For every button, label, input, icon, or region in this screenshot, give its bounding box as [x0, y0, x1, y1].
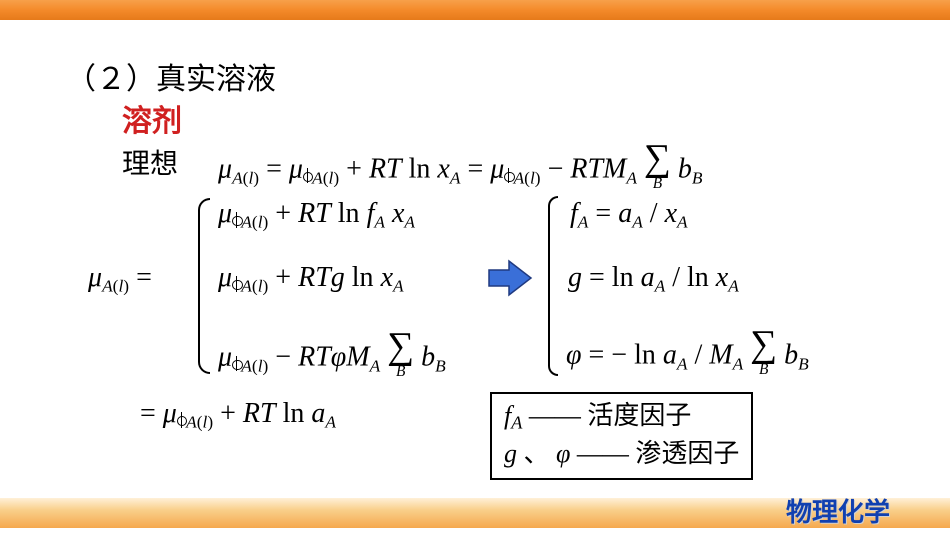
top-accent-bar	[0, 0, 950, 20]
eq-final: = μA(l) + RT ln aA	[140, 398, 336, 433]
eq-branch-1: μA(l) + RT ln fA xA	[218, 198, 415, 233]
section-heading: （２）真实溶液	[66, 54, 276, 98]
legend-line-1: fA —— 活度因子	[504, 398, 739, 436]
footer-text: 物理化学	[786, 497, 890, 527]
eq-rhs-2: g = ln aA / ln xA	[568, 262, 739, 297]
right-arrow-icon	[487, 258, 533, 298]
ideal-label: 理想	[122, 142, 178, 182]
eq-branch-3: μA(l) − RTφMA ∑B bB	[218, 328, 446, 379]
eq-rhs-3: φ = − ln aA / MA ∑B bB	[566, 326, 809, 377]
legend-label-2: 渗透因子	[635, 439, 739, 468]
brace-left	[198, 198, 210, 374]
subheading-solvent: 溶剂	[122, 96, 182, 140]
legend-label-1: 活度因子	[587, 401, 691, 430]
legend-box: fA —— 活度因子 g 、 φ —— 渗透因子	[490, 392, 753, 480]
heading-number: （２）	[66, 63, 156, 96]
legend-dash-2: ——	[570, 439, 635, 468]
legend-line-2: g 、 φ —— 渗透因子	[504, 436, 739, 472]
brace-right	[548, 196, 558, 376]
eq-branch-2: μA(l) + RTg ln xA	[218, 262, 404, 297]
footer-label: 物理化学	[786, 492, 890, 529]
heading-title: 真实溶液	[156, 63, 276, 96]
legend-dash-1: ——	[522, 401, 587, 430]
eq-rhs-1: fA = aA / xA	[570, 198, 688, 233]
subheading-text: 溶剂	[122, 105, 182, 138]
ideal-label-text: 理想	[122, 149, 178, 180]
eq-mu-lhs: μA(l) =	[88, 262, 152, 297]
eq-ideal: μA(l) = μA(l) + RT ln xA = μA(l) − RTMA …	[218, 140, 703, 191]
